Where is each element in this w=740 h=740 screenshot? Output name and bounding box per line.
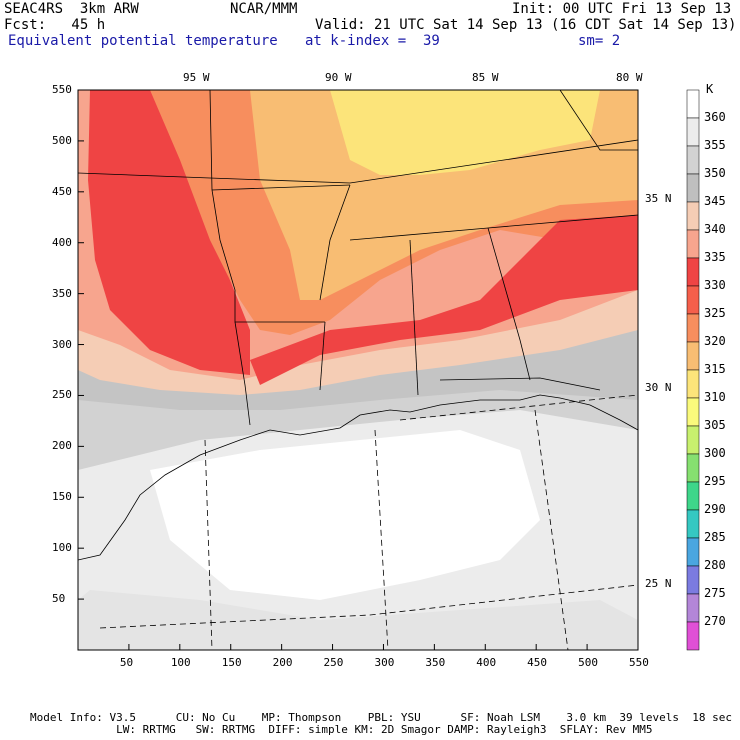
- colorbar-swatch: [686, 593, 700, 623]
- axis-ticks: [78, 89, 639, 650]
- y-tick-label: 400: [52, 235, 72, 249]
- model-name: SEAC4RS 3km ARW: [4, 1, 139, 17]
- y-tick-label: 300: [52, 337, 72, 351]
- lon-label: 90 W: [325, 71, 352, 84]
- plot-frame: [77, 89, 639, 651]
- colorbar-swatch: [686, 313, 700, 343]
- colorbar-swatch: [686, 509, 700, 539]
- y-tick-label: 500: [52, 133, 72, 147]
- institution: NCAR/MMM: [230, 1, 298, 17]
- x-tick-label: 450: [527, 656, 548, 669]
- x-tick-label: 250: [323, 656, 344, 669]
- x-tick-label: 300: [374, 656, 395, 669]
- colorbar-swatch: [686, 173, 700, 203]
- valid-time: Valid: 21 UTC Sat 14 Sep 13 (16 CDT Sat …: [315, 17, 737, 33]
- colorbar-label: 355: [704, 138, 726, 152]
- colorbar-label: 360: [704, 110, 726, 124]
- forecast-hour: Fcst: 45 h: [4, 17, 106, 33]
- smoothing-label: sm= 2: [578, 33, 621, 49]
- x-tick-label: 400: [476, 656, 497, 669]
- colorbar-swatch: [686, 537, 700, 567]
- y-tick-label: 50: [52, 592, 66, 606]
- colorbar-label: 310: [704, 390, 726, 404]
- lon-label: 95 W: [183, 71, 210, 84]
- y-tick-label: 100: [52, 541, 72, 555]
- colorbar-swatch: [686, 229, 700, 259]
- colorbar-label: 335: [704, 250, 726, 264]
- colorbar-label: 270: [704, 614, 726, 628]
- colorbar-label: 290: [704, 502, 726, 516]
- footer-line2: LW: RRTMG SW: RRTMG DIFF: simple KM: 2D …: [30, 723, 653, 736]
- colorbar-label: 305: [704, 418, 726, 432]
- y-tick-label: 350: [52, 286, 72, 300]
- x-tick-label: 200: [272, 656, 293, 669]
- colorbar-swatch: [686, 565, 700, 595]
- colorbar-swatch: [686, 425, 700, 455]
- colorbar: [686, 89, 700, 651]
- x-tick-label: 550: [629, 656, 649, 669]
- boundaries: [78, 90, 638, 561]
- y-tick-label: 450: [52, 184, 72, 198]
- level-label: at k-index = 39: [305, 33, 440, 49]
- colorbar-swatch: [686, 117, 700, 147]
- colorbar-label: 350: [704, 166, 726, 180]
- x-tick-label: 500: [578, 656, 598, 669]
- colorbar-swatch: [686, 257, 700, 287]
- x-tick-label: 50: [119, 656, 134, 669]
- colorbar-swatch: [686, 285, 700, 315]
- lat-label: 25 N: [645, 577, 672, 590]
- colorbar-label: 285: [704, 530, 726, 544]
- y-tick-label: 200: [52, 439, 72, 453]
- x-tick-label: 150: [221, 656, 242, 669]
- colorbar-label: 275: [704, 586, 726, 600]
- field-name: Equivalent potential temperature: [8, 33, 278, 49]
- colorbar-swatch: [686, 369, 700, 399]
- y-tick-label: 250: [52, 388, 72, 402]
- colorbar-swatch: [686, 145, 700, 175]
- colorbar-swatch: [686, 341, 700, 371]
- colorbar-label: 340: [704, 222, 726, 236]
- colorbar-swatch: [686, 453, 700, 483]
- theta-e-field: [78, 90, 638, 650]
- colorbar-swatch: [686, 397, 700, 427]
- colorbar-label: 345: [704, 194, 726, 208]
- y-tick-label: 150: [52, 490, 72, 504]
- lon-label: 80 W: [616, 71, 643, 84]
- x-tick-label: 100: [170, 656, 191, 669]
- colorbar-label: 330: [704, 278, 726, 292]
- colorbar-label: 315: [704, 362, 726, 376]
- lat-label: 35 N: [645, 192, 672, 205]
- colorbar-label: 325: [704, 306, 726, 320]
- colorbar-swatch: [686, 481, 700, 511]
- colorbar-swatch: [686, 621, 700, 651]
- x-tick-label: 350: [425, 656, 446, 669]
- colorbar-label: 320: [704, 334, 726, 348]
- colorbar-unit: K: [706, 82, 714, 96]
- lat-lon-grid: [99, 394, 638, 650]
- colorbar-label: 295: [704, 474, 726, 488]
- colorbar-swatch: [686, 201, 700, 231]
- lat-label: 30 N: [645, 381, 672, 394]
- colorbar-swatch: [686, 89, 700, 119]
- init-time: Init: 00 UTC Fri 13 Sep 13: [512, 1, 732, 17]
- y-tick-label: 550: [52, 83, 72, 96]
- colorbar-label: 280: [704, 558, 726, 572]
- footer-line1: Model Info: V3.5 CU: No Cu MP: Thompson …: [30, 711, 732, 724]
- lon-label: 85 W: [472, 71, 499, 84]
- colorbar-label: 300: [704, 446, 726, 460]
